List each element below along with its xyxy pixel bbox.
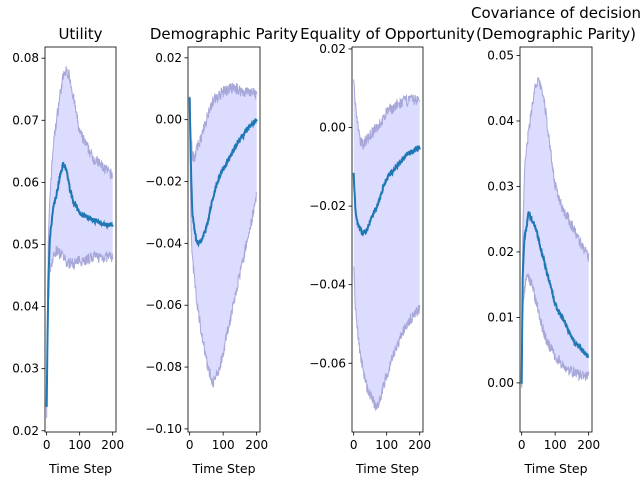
- band-lower-line: [46, 245, 114, 408]
- x-axis-label: Time Step: [191, 461, 255, 476]
- y-tick-label: 0.03: [12, 362, 39, 376]
- y-tick-label: 0.02: [155, 51, 182, 65]
- x-tick-label: 200: [577, 438, 600, 452]
- confidence-band: [353, 79, 420, 411]
- axes-frame: [351, 46, 424, 433]
- confidence-band: [46, 66, 113, 418]
- y-tick-label: 0.06: [12, 175, 39, 189]
- x-tick-label: 100: [375, 438, 398, 452]
- axes-frame: [44, 46, 117, 433]
- y-tick-label: 0.00: [487, 376, 514, 390]
- y-tick-label: 0.07: [12, 113, 39, 127]
- x-tick-label: 100: [68, 438, 91, 452]
- y-tick-label: 0.01: [487, 310, 514, 324]
- y-tick-label: −0.08: [145, 360, 182, 374]
- y-tick-label: −0.06: [145, 298, 182, 312]
- band-lower-line: [353, 266, 421, 411]
- chart-title: (Demographic Parity): [476, 25, 636, 43]
- y-tick-label: 0.08: [12, 51, 39, 65]
- mean-line: [352, 144, 421, 237]
- chart-title: Demographic Parity: [150, 25, 298, 43]
- subplot-2: 0.02 0.00 −0.02 −0.04 −0.06 −0.08 −0.10 0 100 200…: [145, 25, 298, 476]
- confidence-band: [189, 83, 257, 388]
- x-tick-label: 200: [101, 438, 124, 452]
- chart-title: Utility: [58, 25, 102, 43]
- subplot-1: 0.02 0.03 0.04 0.05 0.06 0.07 0.08 0 100 200 Time …: [12, 25, 124, 476]
- y-tick-label: 0.04: [487, 114, 514, 128]
- x-tick-label: 100: [544, 438, 567, 452]
- y-tick-label: 0.02: [319, 42, 346, 56]
- y-tick-label: −0.06: [309, 356, 346, 370]
- y-tick-label: −0.02: [145, 175, 182, 189]
- x-tick-label: 200: [245, 438, 268, 452]
- y-tick-label: 0.05: [487, 49, 514, 63]
- y-tick-label: −0.04: [145, 236, 182, 250]
- y-tick-label: 0.02: [487, 245, 514, 259]
- x-tick-label: 0: [518, 438, 526, 452]
- x-tick-label: 0: [186, 438, 194, 452]
- band-upper-line: [189, 82, 258, 163]
- x-axis-label: Time Step: [355, 461, 419, 476]
- x-tick-label: 0: [350, 438, 358, 452]
- mean-line: [520, 210, 590, 384]
- band-lower-line: [189, 101, 258, 388]
- axes-frame: [519, 46, 593, 433]
- band-upper-line: [521, 77, 590, 387]
- y-tick-label: −0.02: [309, 199, 346, 213]
- x-tick-label: 0: [43, 438, 51, 452]
- x-tick-label: 100: [212, 438, 235, 452]
- subplot-4: 0.00 0.01 0.02 0.03 0.04 0.05 0 100 200 Time Step…: [471, 4, 640, 476]
- y-tick-label: 0.05: [12, 237, 39, 251]
- band-upper-line: [46, 66, 113, 418]
- confidence-band: [521, 77, 589, 388]
- x-tick-label: 200: [408, 438, 431, 452]
- y-tick-label: 0.03: [487, 179, 514, 193]
- band-upper-line: [353, 79, 421, 151]
- chart-title: Equality of Opportunity: [300, 25, 475, 43]
- y-tick-label: −0.10: [145, 422, 182, 436]
- subplot-3: 0.02 0.00 −0.02 −0.04 −0.06 0 100 200 Time Step E…: [300, 25, 475, 476]
- y-tick-label: 0.00: [319, 121, 346, 135]
- x-axis-label: Time Step: [523, 461, 587, 476]
- mean-line: [188, 97, 258, 248]
- axes-frame: [187, 46, 261, 433]
- mean-line: [45, 161, 114, 407]
- y-tick-label: 0.02: [12, 424, 39, 438]
- y-tick-label: 0.04: [12, 300, 39, 314]
- y-tick-label: −0.04: [309, 278, 346, 292]
- x-axis-label: Time Step: [48, 461, 112, 476]
- chart-title: Covariance of decision: [471, 4, 640, 22]
- band-lower-line: [521, 273, 590, 388]
- y-tick-label: 0.00: [155, 113, 182, 127]
